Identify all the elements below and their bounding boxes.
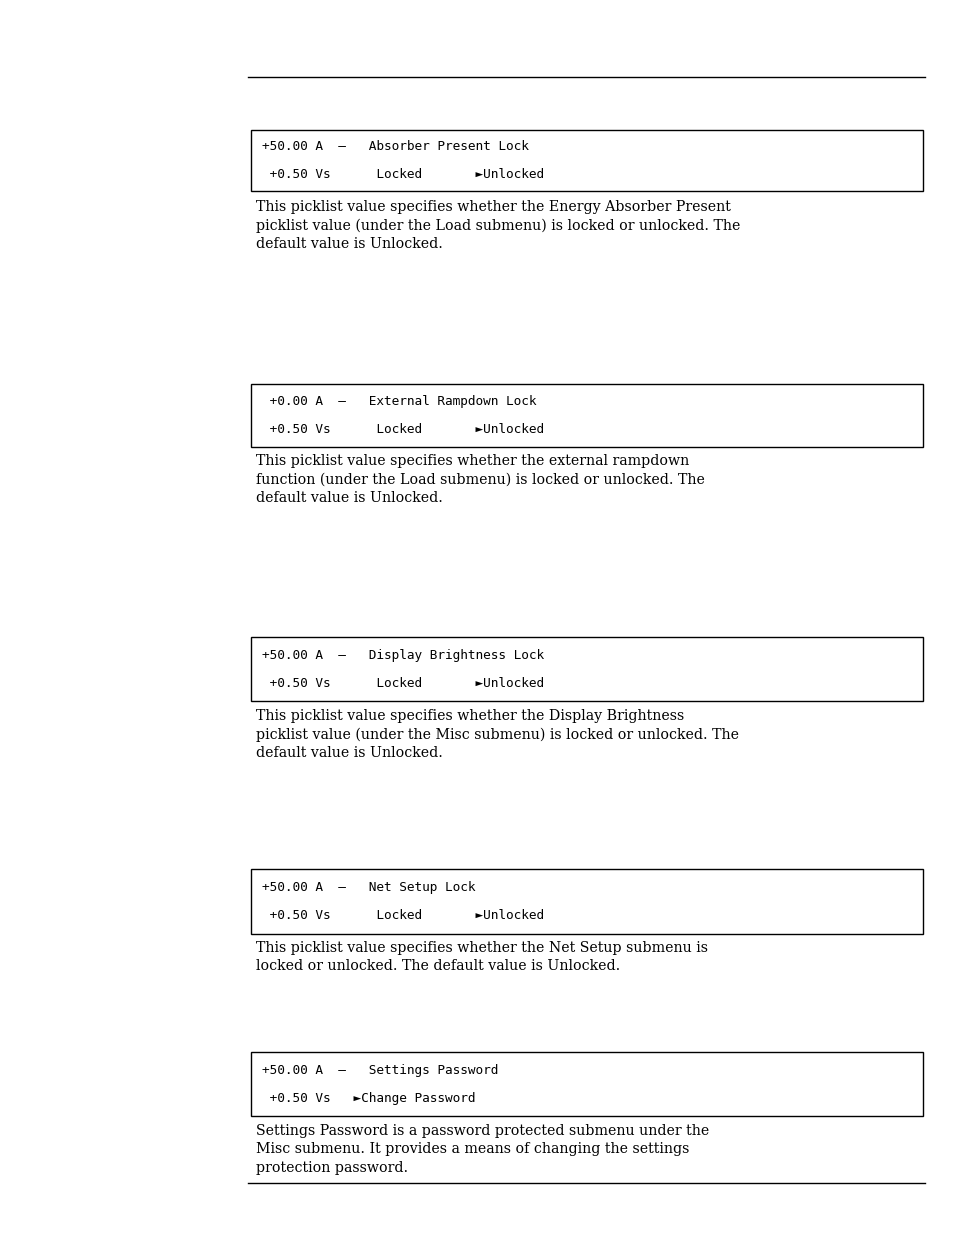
Text: +0.00 A  –   External Rampdown Lock: +0.00 A – External Rampdown Lock: [262, 395, 537, 409]
Bar: [251, 637, 923, 701]
Text: +0.50 Vs      Locked       ►Unlocked: +0.50 Vs Locked ►Unlocked: [262, 422, 544, 436]
Text: +50.00 A  –   Net Setup Lock: +50.00 A – Net Setup Lock: [262, 881, 476, 894]
Bar: [251, 1052, 923, 1116]
Text: +0.50 Vs      Locked       ►Unlocked: +0.50 Vs Locked ►Unlocked: [262, 909, 544, 923]
Bar: [251, 869, 923, 934]
Text: +50.00 A  –   Absorber Present Lock: +50.00 A – Absorber Present Lock: [262, 141, 529, 153]
Text: This picklist value specifies whether the Net Setup submenu is
locked or unlocke: This picklist value specifies whether th…: [255, 941, 707, 973]
Text: +0.50 Vs      Locked       ►Unlocked: +0.50 Vs Locked ►Unlocked: [262, 168, 544, 180]
Text: +50.00 A  –   Settings Password: +50.00 A – Settings Password: [262, 1063, 498, 1077]
Text: This picklist value specifies whether the Energy Absorber Present
picklist value: This picklist value specifies whether th…: [255, 200, 740, 252]
Text: +50.00 A  –   Display Brightness Lock: +50.00 A – Display Brightness Lock: [262, 648, 544, 662]
Text: Settings Password is a password protected submenu under the
Misc submenu. It pro: Settings Password is a password protecte…: [255, 1124, 708, 1174]
Text: This picklist value specifies whether the external rampdown
function (under the : This picklist value specifies whether th…: [255, 454, 704, 505]
Text: This picklist value specifies whether the Display Brightness
picklist value (und: This picklist value specifies whether th…: [255, 709, 738, 761]
Text: +0.50 Vs      Locked       ►Unlocked: +0.50 Vs Locked ►Unlocked: [262, 677, 544, 690]
Text: +0.50 Vs   ►Change Password: +0.50 Vs ►Change Password: [262, 1092, 476, 1105]
Bar: [251, 130, 923, 191]
Bar: [251, 384, 923, 447]
